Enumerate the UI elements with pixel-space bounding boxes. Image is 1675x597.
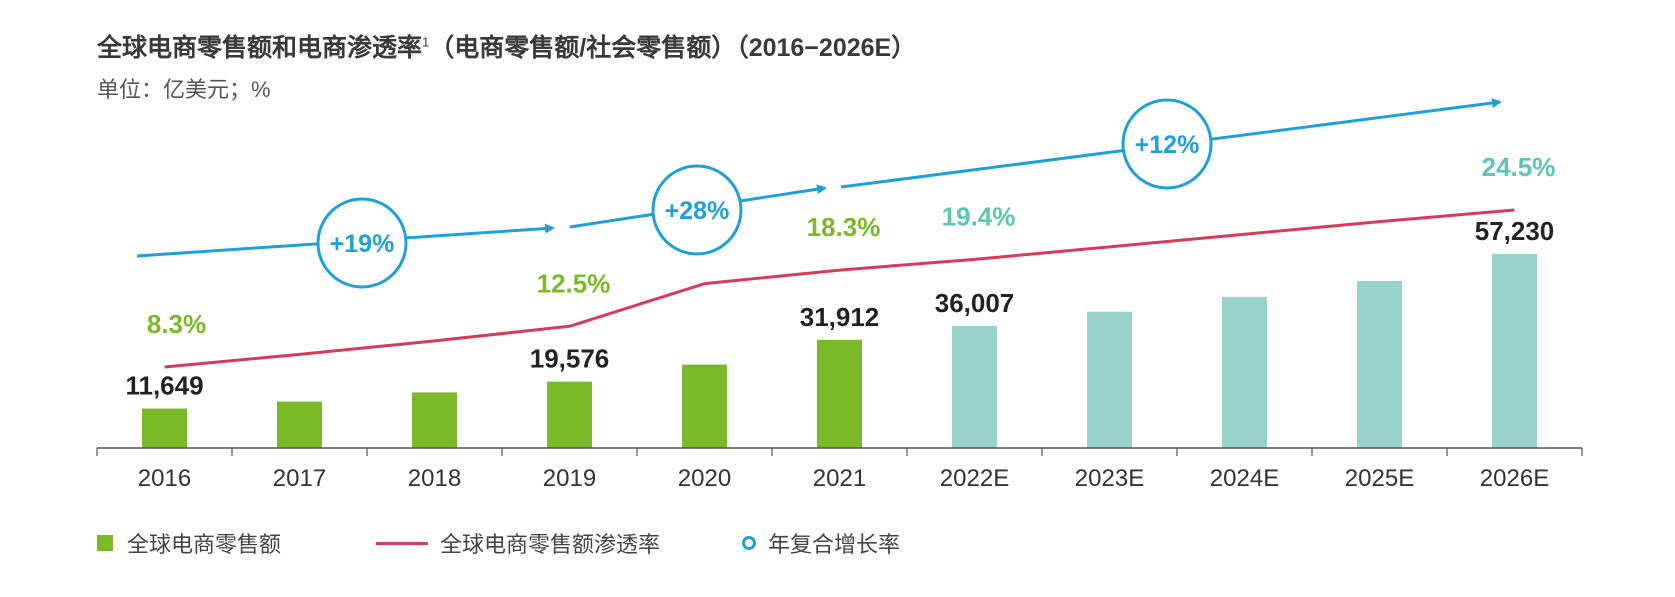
bar-2018 xyxy=(412,392,457,448)
bar-2020 xyxy=(682,364,727,448)
chart-title: 全球电商零售额和电商渗透率1（电商零售额/社会零售额）（2016−2026E） xyxy=(97,28,916,64)
bar-value-label-2022E: 36,007 xyxy=(935,288,1015,318)
bar-value-label-2019: 19,576 xyxy=(530,344,610,374)
bar-2024E xyxy=(1222,296,1267,448)
bar-2019 xyxy=(547,381,592,448)
bar-value-label-2016: 11,649 xyxy=(125,371,203,401)
x-tick-label-2019: 2019 xyxy=(543,465,596,492)
x-tick-label-2017: 2017 xyxy=(273,465,326,492)
legend-bar-label: 全球电商零售额 xyxy=(127,532,282,557)
bar-2023E xyxy=(1087,311,1132,448)
x-tick-label-2021: 2021 xyxy=(813,465,866,492)
legend-circle-icon xyxy=(742,536,756,550)
legend-item-bar: 全球电商零售额 xyxy=(97,528,281,558)
x-tick-label-2016: 2016 xyxy=(138,465,191,492)
x-tick-label-2023E: 2023E xyxy=(1075,465,1144,492)
pct-label-2026E: 24.5% xyxy=(1482,152,1556,182)
bar-2021 xyxy=(817,339,862,448)
x-tick-label-2018: 2018 xyxy=(408,465,461,492)
bar-2017 xyxy=(277,401,322,448)
pct-label-2016: 8.3% xyxy=(147,309,206,339)
chart-title-suffix: （电商零售额/社会零售额）（2016−2026E） xyxy=(429,34,917,62)
legend-line-swatch xyxy=(376,541,428,545)
x-tick-label-2025E: 2025E xyxy=(1345,465,1414,492)
bar-2025E xyxy=(1357,280,1402,448)
cagr-label-3: +12% xyxy=(1135,131,1200,159)
pct-label-2019: 12.5% xyxy=(537,268,611,298)
legend-line-label: 全球电商零售额渗透率 xyxy=(440,532,661,557)
bar-value-label-2021: 31,912 xyxy=(800,302,880,332)
cagr-circle-3 xyxy=(1121,98,1213,190)
cagr-label-1: +19% xyxy=(330,230,395,258)
legend-bar-swatch xyxy=(97,535,113,551)
penetration-line xyxy=(164,208,1515,369)
bar-2022E xyxy=(952,325,997,448)
legend-item-circle: 年复合增长率 xyxy=(742,528,900,558)
bar-2026E xyxy=(1492,254,1537,448)
x-tick-label-2020: 2020 xyxy=(678,465,731,492)
cagr-circle-2 xyxy=(651,164,743,256)
bar-value-label-2026E: 57,230 xyxy=(1475,216,1555,246)
chart-unit: 单位：亿美元；% xyxy=(97,77,271,102)
x-tick-label-2022E: 2022E xyxy=(940,465,1009,492)
x-tick-label-2026E: 2026E xyxy=(1480,465,1549,492)
bar-2016 xyxy=(142,408,187,448)
cagr-label-2: +28% xyxy=(665,197,730,225)
x-tick-label-2024E: 2024E xyxy=(1210,465,1279,492)
cagr-circle-1 xyxy=(316,197,408,289)
pct-label-2022E: 19.4% xyxy=(942,201,1016,231)
chart-title-text: 全球电商零售额和电商渗透率 xyxy=(97,34,423,62)
pct-label-2021: 18.3% xyxy=(807,212,881,242)
legend-circle-label: 年复合增长率 xyxy=(768,532,901,557)
legend-item-line: 全球电商零售额渗透率 xyxy=(376,528,660,558)
chart-title-footnote: 1 xyxy=(422,34,430,50)
